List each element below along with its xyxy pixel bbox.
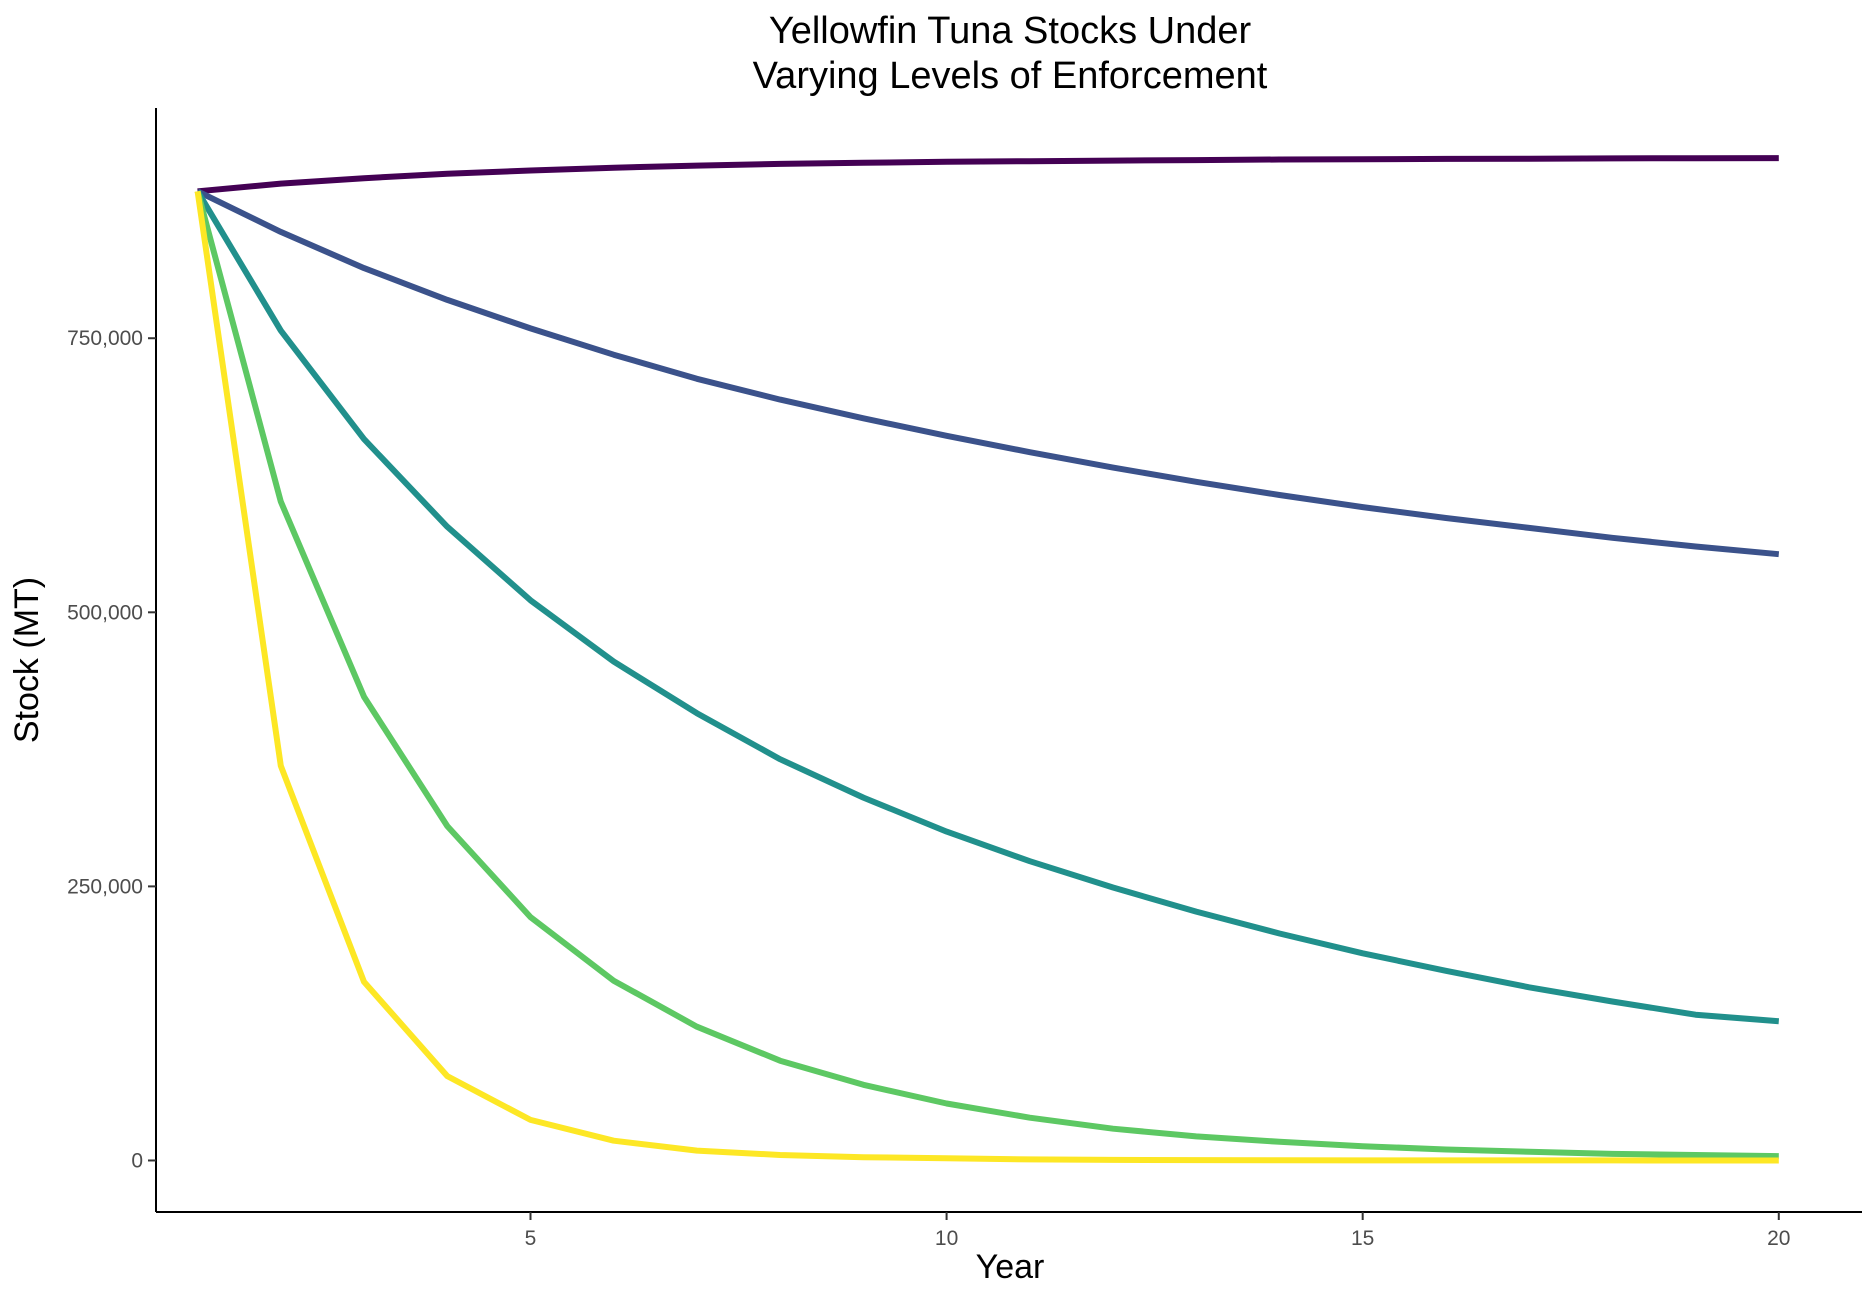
- series-layer: [194, 155, 1780, 1164]
- y-tick-label: 750,000: [67, 327, 143, 350]
- x-tick-label: 5: [525, 1227, 537, 1250]
- series-line-4: [194, 190, 1779, 1160]
- series-line-3: [195, 189, 1780, 1025]
- chart-title-line-2: Varying Levels of Enforcement: [753, 55, 1268, 97]
- x-tick-label: 15: [1351, 1227, 1374, 1250]
- x-tick-label: 10: [935, 1227, 958, 1250]
- chart-title-line-1: Yellowfin Tuna Stocks Under: [769, 10, 1252, 52]
- series-line-2: [196, 188, 1780, 558]
- y-axis-title: Stock (MT): [8, 577, 46, 743]
- x-tick-label: 20: [1767, 1227, 1790, 1250]
- y-tick-label: 500,000: [67, 601, 143, 624]
- series-line-1: [197, 155, 1779, 195]
- series-line-5: [194, 190, 1779, 1164]
- x-axis-ticks: 5 10 15 20: [525, 1212, 1790, 1250]
- y-axis-ticks: 0 250,000 500,000 750,000: [67, 327, 156, 1172]
- y-tick-label: 250,000: [67, 875, 143, 898]
- x-axis-title: Year: [976, 1248, 1045, 1286]
- y-tick-label: 0: [131, 1149, 143, 1172]
